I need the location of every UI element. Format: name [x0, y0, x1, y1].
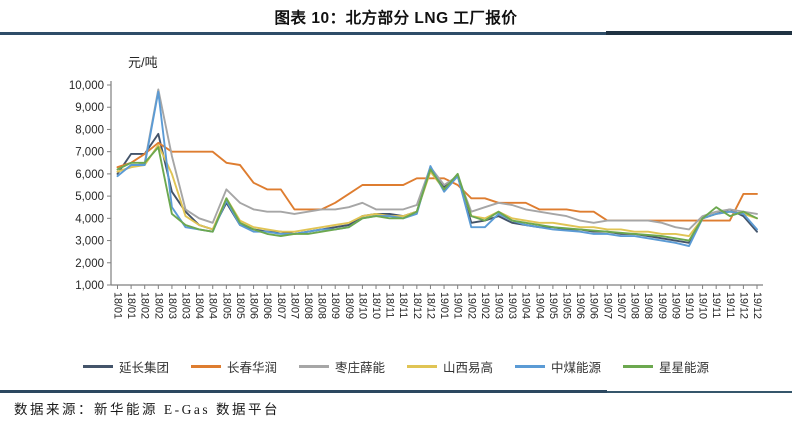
lng-price-line-chart: 10,000 9,000 8,000 7,000 6,000 5,000 4,000 3,00… [69, 80, 763, 319]
x-tick-label: 18/08 [302, 292, 314, 319]
x-tick-label: 18/02 [152, 292, 164, 319]
title-divider [0, 31, 792, 36]
legend-item: 中煤能源 [515, 357, 601, 376]
legend-swatch [407, 365, 437, 368]
x-tick-label: 19/07 [615, 292, 627, 319]
x-tick-label: 19/04 [533, 292, 545, 319]
legend-swatch [623, 365, 654, 368]
x-tick-label: 18/05 [234, 292, 246, 319]
x-tick-label: 18/06 [248, 292, 260, 319]
series-line [116, 88, 758, 231]
x-tick-label: 19/03 [506, 292, 518, 319]
x-tick-label: 19/09 [669, 292, 681, 319]
x-tick-label: 19/05 [547, 292, 559, 319]
legend-item: 星星能源 [623, 357, 709, 376]
x-tick-label: 19/02 [465, 292, 477, 319]
y-tick-label: 6,000 [75, 169, 104, 181]
footer-divider-left [0, 390, 607, 393]
footer-divider-right [607, 390, 792, 393]
y-tick-label: 9,000 [75, 102, 104, 114]
x-tick-label: 18/07 [275, 292, 287, 319]
x-tick-label: 19/06 [588, 292, 600, 319]
legend-label: 长春华润 [226, 361, 277, 375]
x-tick-label: 18/04 [193, 292, 205, 319]
chart-title: 图表 10：北方部分 LNG 工厂报价 [274, 10, 518, 27]
x-tick-label: 18/12 [424, 292, 436, 319]
x-tick-label: 19/12 [751, 292, 763, 319]
y-tick-label: 1,000 [75, 280, 104, 292]
y-tick-label: 3,000 [75, 236, 104, 248]
x-tick-label: 19/04 [520, 292, 532, 319]
x-tick-label: 19/01 [438, 292, 450, 319]
x-tick-label: 18/01 [125, 292, 137, 319]
legend-swatch [515, 365, 546, 368]
y-tick-label: 4,000 [75, 213, 104, 225]
x-tick-label: 18/11 [384, 292, 396, 318]
legend-label: 中煤能源 [551, 361, 602, 375]
x-tick-label: 19/06 [574, 292, 586, 319]
x-tick-label: 19/01 [452, 292, 464, 319]
x-tick-label: 18/07 [288, 292, 300, 319]
title-divider-right [606, 31, 792, 35]
x-tick-label: 18/08 [316, 292, 328, 319]
y-tick-label: 5,000 [75, 191, 104, 203]
chart-legend: 延长集团 长春华润 枣庄薛能 山西易高 中煤能源 星星能源 [0, 357, 792, 376]
footer-divider [0, 390, 792, 394]
x-tick-label: 19/11 [710, 292, 722, 318]
x-tick-label: 18/05 [220, 292, 232, 319]
y-tick-label: 2,000 [75, 258, 104, 270]
x-tick-label: 19/02 [479, 292, 491, 319]
x-tick-label: 18/11 [397, 292, 409, 318]
x-tick-label: 18/10 [356, 292, 368, 319]
legend-label: 星星能源 [659, 361, 710, 375]
x-tick-label: 19/08 [642, 292, 654, 319]
legend-item: 延长集团 [82, 357, 169, 376]
legend-item: 枣庄薛能 [298, 357, 385, 376]
x-tick-label: 18/04 [207, 292, 219, 319]
y-tick-label: 8,000 [75, 124, 104, 136]
x-tick-label: 19/11 [724, 292, 736, 318]
x-tick-label: 18/09 [343, 292, 355, 319]
x-tick-label: 19/10 [683, 292, 695, 319]
legend-swatch [298, 365, 329, 368]
legend-item: 长春华润 [190, 357, 277, 376]
legend-label: 枣庄薛能 [334, 361, 385, 375]
x-tick-label: 18/01 [112, 292, 124, 319]
y-axis-unit-label: 元/吨 [128, 55, 158, 70]
x-tick-label: 18/06 [261, 292, 273, 319]
x-tick-label: 19/08 [629, 292, 641, 319]
x-tick-label: 19/07 [601, 292, 613, 319]
x-tick-label: 19/10 [697, 292, 709, 319]
x-tick-label: 18/02 [139, 292, 151, 319]
legend-swatch [190, 365, 221, 368]
x-tick-label: 19/05 [561, 292, 573, 319]
legend-label: 山西易高 [443, 361, 494, 375]
data-source: 数据来源：新华能源 E-Gas 数据平台 [14, 402, 280, 417]
x-tick-label: 19/12 [737, 292, 749, 319]
legend-swatch [82, 365, 113, 368]
x-tick-label: 18/12 [411, 292, 423, 319]
y-tick-label: 7,000 [75, 147, 104, 159]
x-tick-label: 18/10 [370, 292, 382, 319]
y-tick-label: 10,000 [69, 80, 104, 92]
title-divider-left [0, 32, 606, 35]
x-tick-label: 18/03 [166, 292, 178, 319]
series-line [116, 146, 758, 242]
x-tick-label: 19/09 [656, 292, 668, 319]
x-tick-label: 18/03 [180, 292, 192, 319]
x-tick-label: 19/03 [492, 292, 504, 319]
legend-label: 延长集团 [118, 361, 169, 375]
legend-item: 山西易高 [407, 357, 493, 376]
x-tick-label: 18/09 [329, 292, 341, 319]
